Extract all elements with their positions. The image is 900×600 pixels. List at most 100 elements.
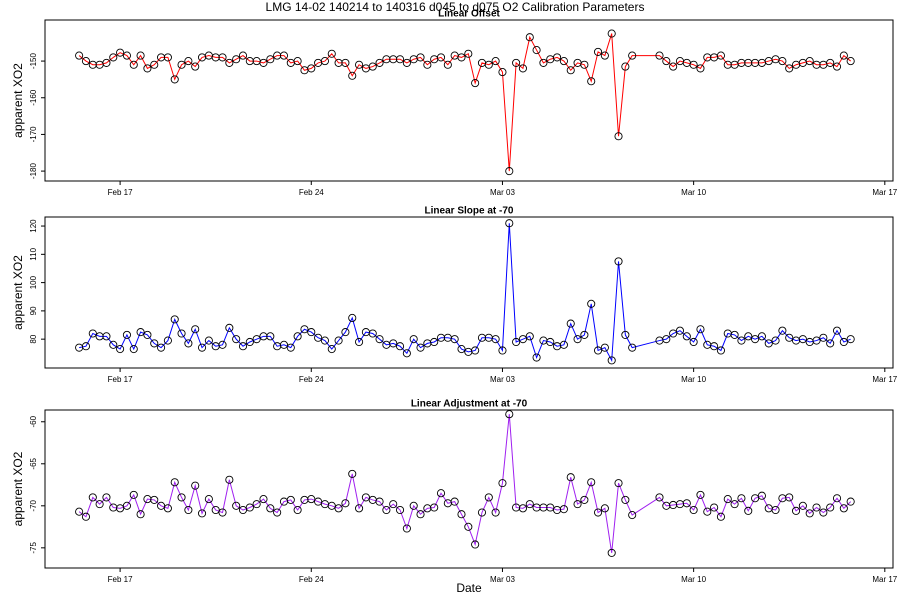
data-point (211, 505, 220, 515)
data-point (122, 51, 131, 60)
data-point (430, 503, 439, 512)
data-point (532, 353, 541, 362)
data-point (389, 339, 398, 348)
data-point (696, 490, 705, 499)
data-point (157, 501, 166, 510)
data-point (805, 509, 814, 518)
y-tick-label: 100 (29, 275, 38, 289)
data-point (744, 332, 753, 341)
data-point (395, 55, 405, 64)
data-point (368, 329, 377, 338)
y-tick-label: -180 (29, 163, 38, 180)
data-point (471, 79, 480, 88)
data-point (580, 495, 589, 504)
x-tick-label: Mar 17 (872, 375, 897, 384)
data-point (409, 501, 418, 510)
data-point (116, 504, 125, 513)
data-point (293, 505, 302, 515)
data-point (252, 500, 261, 509)
data-point (436, 53, 446, 62)
data-point (266, 332, 275, 341)
data-point (245, 337, 254, 347)
data-point (109, 53, 118, 62)
data-point (327, 49, 336, 58)
data-point (464, 49, 473, 58)
data-point (771, 336, 780, 345)
data-point (505, 219, 514, 228)
data-point (170, 478, 179, 487)
data-point (436, 489, 446, 498)
data-point (450, 497, 459, 506)
x-tick-label: Mar 10 (681, 188, 706, 197)
data-point (819, 333, 828, 342)
panel-title: Linear Adjustment at -70 (411, 399, 528, 410)
data-point (737, 336, 746, 345)
data-point (600, 343, 609, 352)
data-point (129, 345, 138, 354)
data-point (593, 346, 603, 355)
data-point (150, 339, 159, 348)
data-point (197, 509, 207, 518)
data-point (136, 510, 145, 519)
data-point (191, 62, 200, 71)
data-point (580, 60, 589, 69)
data-point (355, 60, 364, 69)
plot-frame (44, 409, 894, 569)
data-point (484, 60, 493, 69)
y-tick-label: 120 (29, 219, 38, 233)
data-point (88, 329, 97, 338)
data-point (204, 336, 213, 345)
data-point (669, 62, 678, 71)
data-point (232, 501, 241, 510)
data-point (628, 343, 637, 352)
data-point (259, 58, 268, 67)
data-point (587, 299, 596, 308)
data-point (778, 326, 787, 335)
data-point (566, 473, 575, 482)
x-tick-label: Mar 03 (490, 575, 515, 584)
data-point (798, 335, 807, 344)
data-point (95, 500, 104, 509)
data-point (430, 337, 439, 347)
data-point (771, 505, 780, 515)
data-point (204, 495, 213, 504)
data-point (491, 335, 500, 344)
data-point (279, 51, 289, 60)
data-point (600, 51, 609, 60)
data-point (518, 335, 527, 344)
data-point (689, 505, 698, 515)
data-point (785, 333, 794, 342)
data-point (102, 58, 111, 67)
data-point (355, 337, 364, 347)
data-point (696, 64, 705, 73)
y-tick-label: -75 (29, 541, 38, 553)
data-point (252, 335, 261, 344)
x-tick-label: Feb 24 (299, 188, 324, 197)
data-point (389, 500, 398, 509)
data-point (491, 508, 500, 517)
data-point (751, 335, 760, 344)
data-point (266, 55, 275, 64)
data-point (846, 497, 855, 506)
data-point (614, 132, 623, 141)
data-point (286, 495, 295, 504)
data-point (341, 58, 350, 67)
data-point (348, 313, 357, 322)
data-point (566, 319, 575, 328)
data-point (662, 57, 671, 66)
data-point (232, 335, 241, 344)
data-point (116, 345, 125, 354)
data-point (293, 332, 302, 341)
data-point (559, 57, 568, 66)
data-point (116, 48, 125, 57)
data-point (628, 511, 637, 520)
data-point (163, 336, 172, 345)
data-point (150, 495, 159, 504)
data-point (587, 478, 596, 487)
x-tick-label: Feb 17 (108, 188, 133, 197)
plot-frame (44, 19, 894, 182)
data-point (832, 494, 842, 503)
data-point (307, 328, 316, 337)
data-point (170, 315, 179, 324)
data-point (163, 53, 172, 62)
